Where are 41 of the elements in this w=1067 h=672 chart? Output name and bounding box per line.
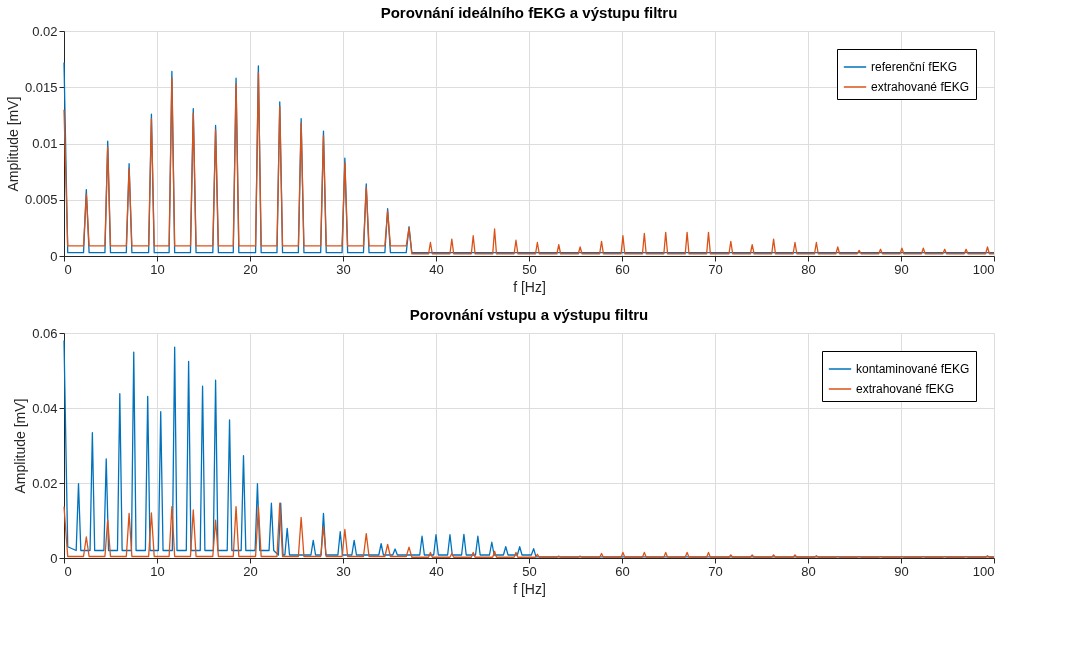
- x-tick-label: 100: [972, 563, 995, 579]
- legend-label: kontaminované fEKG: [856, 362, 970, 376]
- x-tick-label: 30: [336, 261, 351, 277]
- chart-title: Porovnání vstupu a výstupu filtru: [409, 306, 649, 323]
- y-tick-label: 0.02: [32, 475, 58, 491]
- legend-label: extrahované fEKG: [871, 80, 970, 94]
- x-axis-title: f [Hz]: [513, 580, 546, 597]
- chart-title: Porovnání ideálního fEKG a výstupu filtru: [380, 4, 678, 21]
- x-tick-label: 20: [243, 261, 258, 277]
- x-tick-label: 90: [894, 261, 909, 277]
- x-tick-label: 0: [64, 261, 72, 277]
- y-tick-label: 0.015: [24, 79, 58, 95]
- y-tick-label: 0.01: [32, 136, 58, 151]
- x-tick-label: 50: [522, 563, 537, 579]
- x-tick-label: 80: [801, 261, 816, 277]
- y-tick-label: 0: [50, 248, 58, 264]
- x-tick-label: 10: [150, 261, 165, 277]
- y-tick-label: 0: [50, 550, 58, 566]
- x-tick-label: 40: [429, 563, 444, 579]
- y-tick-label: 0.02: [32, 23, 58, 39]
- x-tick-label: 60: [615, 261, 630, 277]
- x-tick-label: 10: [150, 563, 165, 579]
- x-tick-label: 80: [801, 563, 816, 579]
- y-tick-label: 0.06: [32, 325, 58, 341]
- x-tick-label: 70: [708, 261, 723, 277]
- y-axis-title: Amplitude [mV]: [12, 398, 29, 494]
- x-tick-label: 40: [429, 261, 444, 277]
- x-tick-label: 20: [243, 563, 258, 579]
- legend-label: extrahované fEKG: [856, 382, 955, 396]
- x-tick-label: 60: [615, 563, 630, 579]
- legend-label: referenční fEKG: [871, 60, 958, 74]
- y-tick-label: 0.005: [24, 192, 58, 208]
- x-tick-label: 50: [522, 261, 537, 277]
- y-axis-title: Amplitude [mV]: [4, 96, 21, 192]
- x-tick-label: 30: [336, 563, 351, 579]
- x-tick-label: 70: [708, 563, 723, 579]
- x-tick-label: 0: [64, 563, 72, 579]
- x-tick-label: 90: [894, 563, 909, 579]
- y-tick-label: 0.04: [32, 400, 58, 416]
- x-tick-label: 100: [972, 261, 995, 277]
- x-axis-title: f [Hz]: [513, 278, 546, 295]
